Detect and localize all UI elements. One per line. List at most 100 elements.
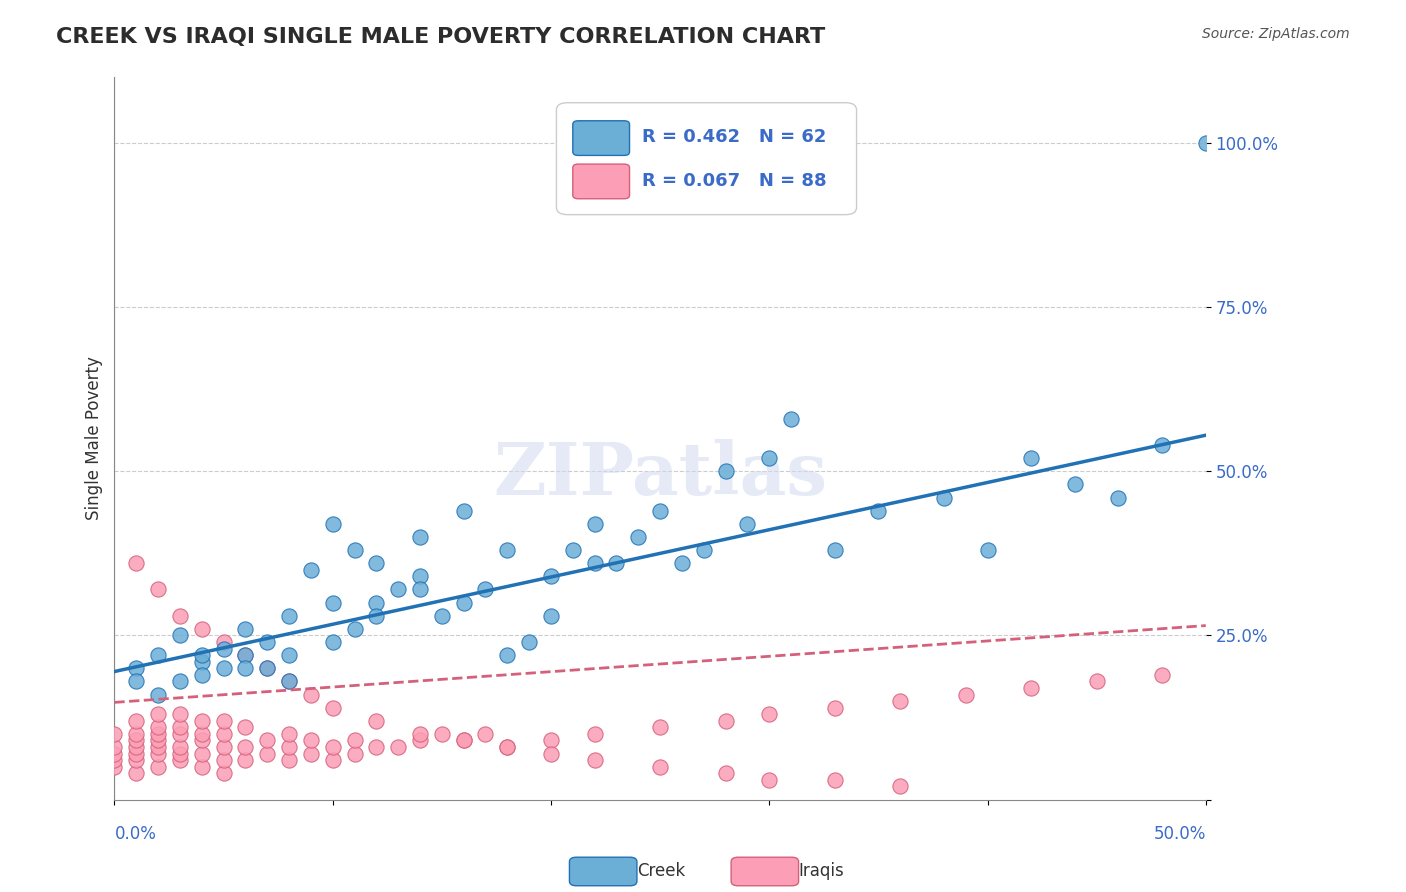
Point: [278, 674, 301, 689]
Point: [169, 727, 191, 741]
FancyBboxPatch shape: [572, 120, 630, 155]
Point: [212, 753, 235, 767]
Point: [366, 714, 388, 728]
Point: [496, 739, 519, 754]
Point: [540, 569, 562, 583]
Point: [496, 543, 519, 558]
Point: [103, 747, 125, 761]
Point: [517, 635, 540, 649]
Point: [758, 707, 780, 722]
Point: [648, 504, 671, 518]
Point: [737, 516, 759, 531]
Point: [322, 516, 344, 531]
Point: [212, 766, 235, 780]
Point: [169, 753, 191, 767]
Point: [714, 766, 737, 780]
Point: [146, 760, 169, 774]
Point: [299, 688, 322, 702]
Point: [343, 622, 366, 636]
Point: [322, 596, 344, 610]
Point: [322, 635, 344, 649]
FancyBboxPatch shape: [557, 103, 856, 215]
Point: [583, 753, 606, 767]
Point: [235, 739, 257, 754]
Point: [278, 674, 301, 689]
Point: [583, 727, 606, 741]
Point: [561, 543, 583, 558]
Point: [409, 582, 432, 597]
Point: [278, 727, 301, 741]
Point: [256, 747, 278, 761]
Point: [453, 733, 475, 747]
Point: [235, 753, 257, 767]
Text: Creek: Creek: [637, 863, 685, 880]
Point: [256, 661, 278, 675]
Point: [146, 720, 169, 734]
Point: [387, 582, 409, 597]
Point: [540, 733, 562, 747]
Point: [976, 543, 998, 558]
Text: Iraqis: Iraqis: [799, 863, 845, 880]
Point: [190, 760, 212, 774]
Point: [583, 516, 606, 531]
Point: [256, 661, 278, 675]
Point: [169, 674, 191, 689]
Point: [1152, 438, 1174, 452]
Point: [190, 727, 212, 741]
Point: [627, 530, 650, 544]
Point: [278, 753, 301, 767]
Point: [256, 635, 278, 649]
Point: [409, 530, 432, 544]
Point: [453, 596, 475, 610]
Point: [955, 688, 977, 702]
Text: R = 0.462   N = 62: R = 0.462 N = 62: [641, 128, 825, 146]
Point: [605, 556, 627, 570]
Point: [540, 747, 562, 761]
Text: CREEK VS IRAQI SINGLE MALE POVERTY CORRELATION CHART: CREEK VS IRAQI SINGLE MALE POVERTY CORRE…: [56, 27, 825, 46]
Point: [366, 556, 388, 570]
Point: [190, 733, 212, 747]
Point: [103, 727, 125, 741]
Point: [103, 753, 125, 767]
Point: [343, 543, 366, 558]
Point: [278, 739, 301, 754]
Point: [474, 727, 496, 741]
Point: [125, 733, 148, 747]
Point: [146, 582, 169, 597]
Point: [235, 622, 257, 636]
Point: [1108, 491, 1130, 505]
Text: Source: ZipAtlas.com: Source: ZipAtlas.com: [1202, 27, 1350, 41]
Point: [1085, 674, 1108, 689]
Point: [169, 739, 191, 754]
Point: [758, 772, 780, 787]
Point: [125, 727, 148, 741]
Point: [146, 727, 169, 741]
Point: [235, 648, 257, 662]
Point: [190, 648, 212, 662]
Point: [409, 733, 432, 747]
Point: [125, 739, 148, 754]
Text: 0.0%: 0.0%: [114, 825, 156, 843]
Point: [169, 747, 191, 761]
Point: [212, 727, 235, 741]
Point: [496, 648, 519, 662]
Point: [1195, 136, 1218, 150]
Point: [889, 780, 911, 794]
Point: [824, 772, 846, 787]
Point: [146, 688, 169, 702]
Point: [693, 543, 716, 558]
Point: [146, 739, 169, 754]
Point: [190, 714, 212, 728]
Point: [671, 556, 693, 570]
Point: [540, 608, 562, 623]
Point: [125, 766, 148, 780]
Point: [235, 648, 257, 662]
Point: [212, 635, 235, 649]
Point: [868, 504, 890, 518]
Point: [169, 720, 191, 734]
Point: [146, 707, 169, 722]
Point: [125, 753, 148, 767]
Point: [648, 720, 671, 734]
Point: [235, 661, 257, 675]
Point: [169, 628, 191, 642]
